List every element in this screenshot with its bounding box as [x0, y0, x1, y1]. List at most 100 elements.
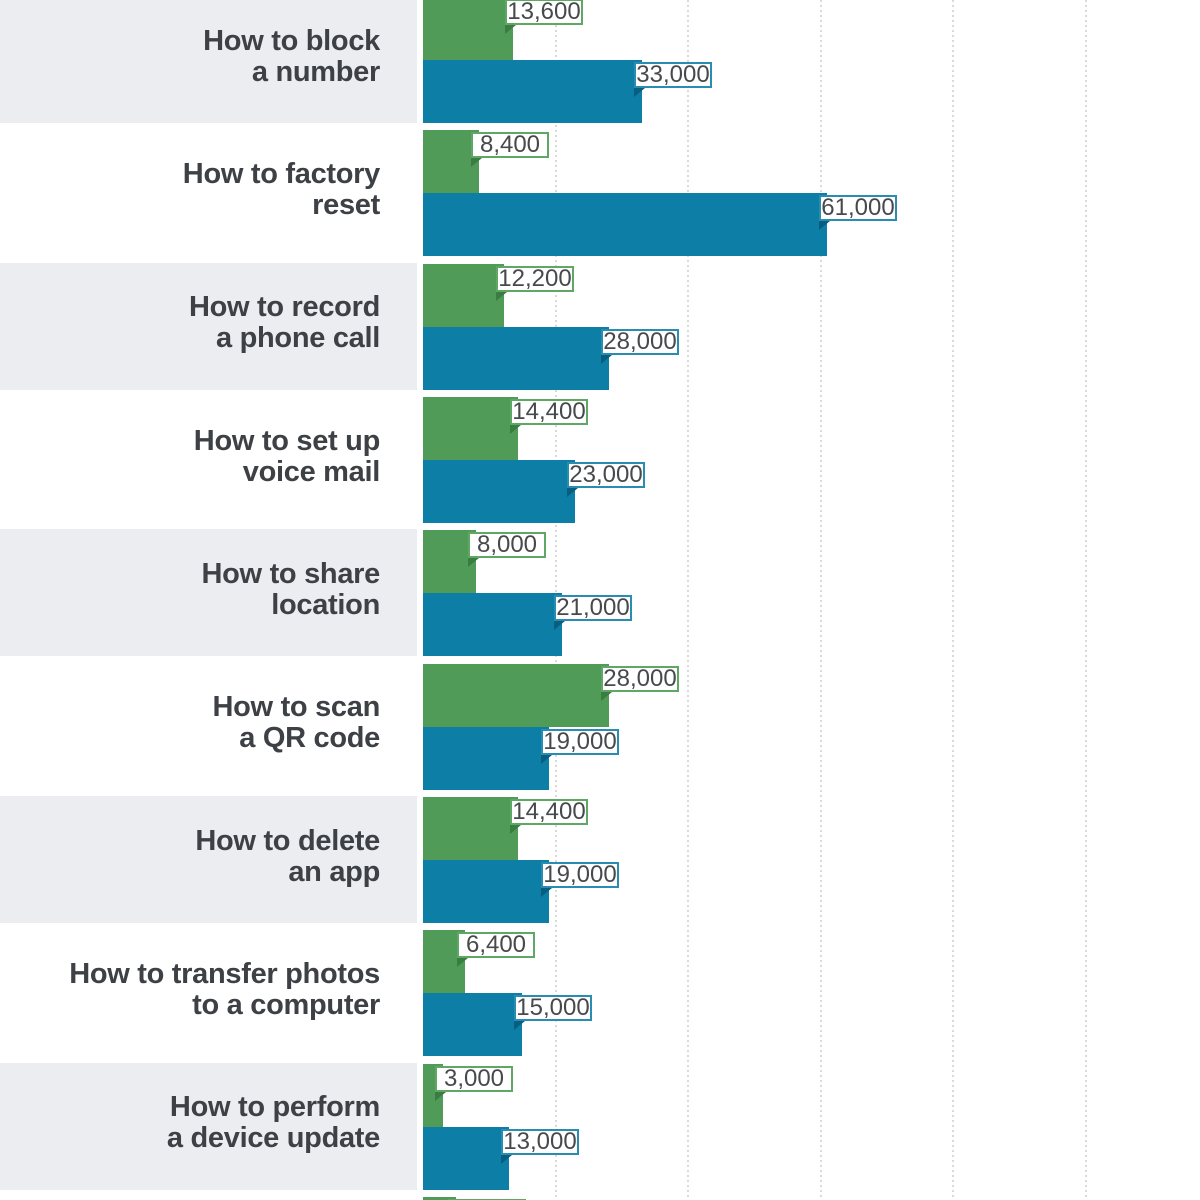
- green-value-callout: 6,400: [457, 931, 535, 959]
- chart-row: How to factory reset 8,400 61,000: [0, 123, 1200, 257]
- chart-row: How to perform a device update 3,000 13,000: [0, 1057, 1200, 1190]
- green-bar: [423, 663, 609, 727]
- blue-value-callout: 23,000: [567, 461, 645, 488]
- green-value-callout: 28,000: [601, 664, 679, 692]
- green-value-callout: 14,400: [510, 397, 588, 425]
- category-label-line: How to scan: [212, 691, 381, 724]
- blue-value-callout-text: 19,000: [543, 727, 617, 755]
- category-label-line: a QR code: [239, 722, 380, 755]
- category-label: How to scan a QR code: [0, 657, 381, 790]
- category-label-line: to a computer: [192, 988, 380, 1021]
- green-value-callout-text: 14,400: [512, 797, 586, 825]
- blue-value-callout: 28,000: [601, 327, 679, 355]
- green-value-callout: 8,400: [471, 131, 549, 159]
- chart-row: How to transfer photos to a computer 6,400…: [0, 923, 1200, 1057]
- category-label-line: voice mail: [242, 455, 381, 488]
- category-label-line: reset: [312, 188, 380, 221]
- row-stripe: [0, 1062, 417, 1190]
- category-label-line: How to block: [203, 24, 380, 57]
- blue-value-callout-text: 15,000: [516, 994, 590, 1022]
- blue-bar: [423, 1126, 509, 1190]
- green-value-callout-text: 14,400: [512, 397, 586, 425]
- blue-value-callout: 19,000: [541, 727, 619, 755]
- blue-value-callout: 21,000: [554, 595, 632, 622]
- green-value-callout: 8,000: [468, 531, 546, 559]
- category-label-line: How to delete: [195, 824, 380, 857]
- green-value-callout: 3,000: [435, 1064, 513, 1092]
- blue-bar: [423, 593, 562, 657]
- blue-bar: [423, 859, 549, 923]
- category-label-line: How to share: [201, 557, 381, 590]
- blue-value-callout-text: 28,000: [603, 327, 677, 355]
- green-bar: [423, 796, 518, 860]
- blue-bar: [423, 726, 549, 790]
- callout-pointer: [819, 221, 830, 231]
- category-label: How to block a number: [0, 0, 380, 123]
- green-value-callout-text: 8,000: [476, 531, 538, 559]
- chart-row: How to record a phone call 12,200 28,000: [0, 257, 1200, 390]
- callout-pointer: [601, 354, 612, 364]
- row-stripe: [0, 529, 417, 657]
- blue-value-callout: 15,000: [514, 994, 592, 1022]
- green-value-callout-text: 3,000: [443, 1064, 505, 1092]
- chart-row: How to set up voice mail 14,400 23,000: [0, 390, 1200, 523]
- callout-pointer: [435, 1091, 446, 1101]
- callout-pointer: [510, 824, 521, 834]
- blue-bar: [423, 993, 522, 1057]
- blue-value-callout-text: 19,000: [543, 860, 617, 888]
- blue-bar: [423, 326, 609, 390]
- callout-pointer: [514, 1021, 525, 1031]
- callout-pointer: [601, 691, 612, 701]
- green-bar: [423, 0, 513, 60]
- row-stripe: [0, 262, 417, 390]
- green-value-callout-text: 6,400: [465, 931, 527, 959]
- callout-pointer: [468, 558, 479, 568]
- chart-row: How to share location 8,000 21,000: [0, 523, 1200, 657]
- category-label: [0, 1190, 380, 1200]
- gridline: [687, 0, 689, 1200]
- chart-row: How to block a number 13,600 33,000: [0, 0, 1200, 123]
- green-value-callout-text: 13,600: [507, 0, 581, 25]
- category-label-line: How to record: [188, 291, 380, 324]
- green-value-callout: 14,400: [510, 797, 588, 825]
- category-label-line: How to perform: [169, 1091, 380, 1124]
- category-label-line: How to factory: [182, 157, 381, 190]
- category-label-line: a device update: [166, 1122, 380, 1155]
- category-label-line: a phone call: [216, 322, 380, 355]
- callout-pointer: [541, 754, 552, 764]
- blue-value-callout-text: 61,000: [821, 194, 895, 222]
- category-label: How to perform a device update: [0, 1057, 380, 1190]
- callout-pointer: [634, 88, 645, 97]
- callout-pointer: [541, 887, 552, 897]
- green-value-callout-text: 28,000: [603, 664, 677, 692]
- blue-value-callout: 61,000: [819, 194, 897, 222]
- chart-row: How to delete an app 14,400 19,000: [0, 790, 1200, 923]
- category-label: How to transfer photos to a computer: [0, 923, 380, 1056]
- green-bar: [423, 263, 504, 327]
- blue-bar: [423, 60, 642, 123]
- blue-bar: [423, 459, 575, 523]
- blue-value-callout-text: 33,000: [636, 61, 710, 88]
- category-label-line: location: [271, 588, 380, 621]
- callout-pointer: [501, 1154, 512, 1164]
- green-value-callout-text: 8,400: [479, 131, 541, 159]
- category-label: How to record a phone call: [0, 257, 380, 390]
- callout-pointer: [505, 25, 516, 34]
- category-label-line: How to transfer photos: [69, 957, 380, 990]
- category-label-line: How to set up: [193, 424, 381, 457]
- gridline: [952, 0, 954, 1200]
- gridline: [819, 0, 822, 1200]
- green-value-callout: 13,600: [505, 0, 583, 25]
- green-bar: [423, 130, 479, 194]
- callout-pointer: [471, 158, 482, 168]
- category-label: How to factory reset: [0, 123, 381, 256]
- green-bar: [423, 1196, 456, 1200]
- row-stripe: [0, 795, 417, 923]
- blue-value-callout: 33,000: [634, 62, 712, 88]
- gridline: [1084, 0, 1087, 1200]
- callout-pointer: [457, 958, 468, 968]
- row-stripe: [0, 0, 417, 123]
- category-label: How to set up voice mail: [0, 390, 381, 523]
- callout-pointer: [567, 487, 578, 497]
